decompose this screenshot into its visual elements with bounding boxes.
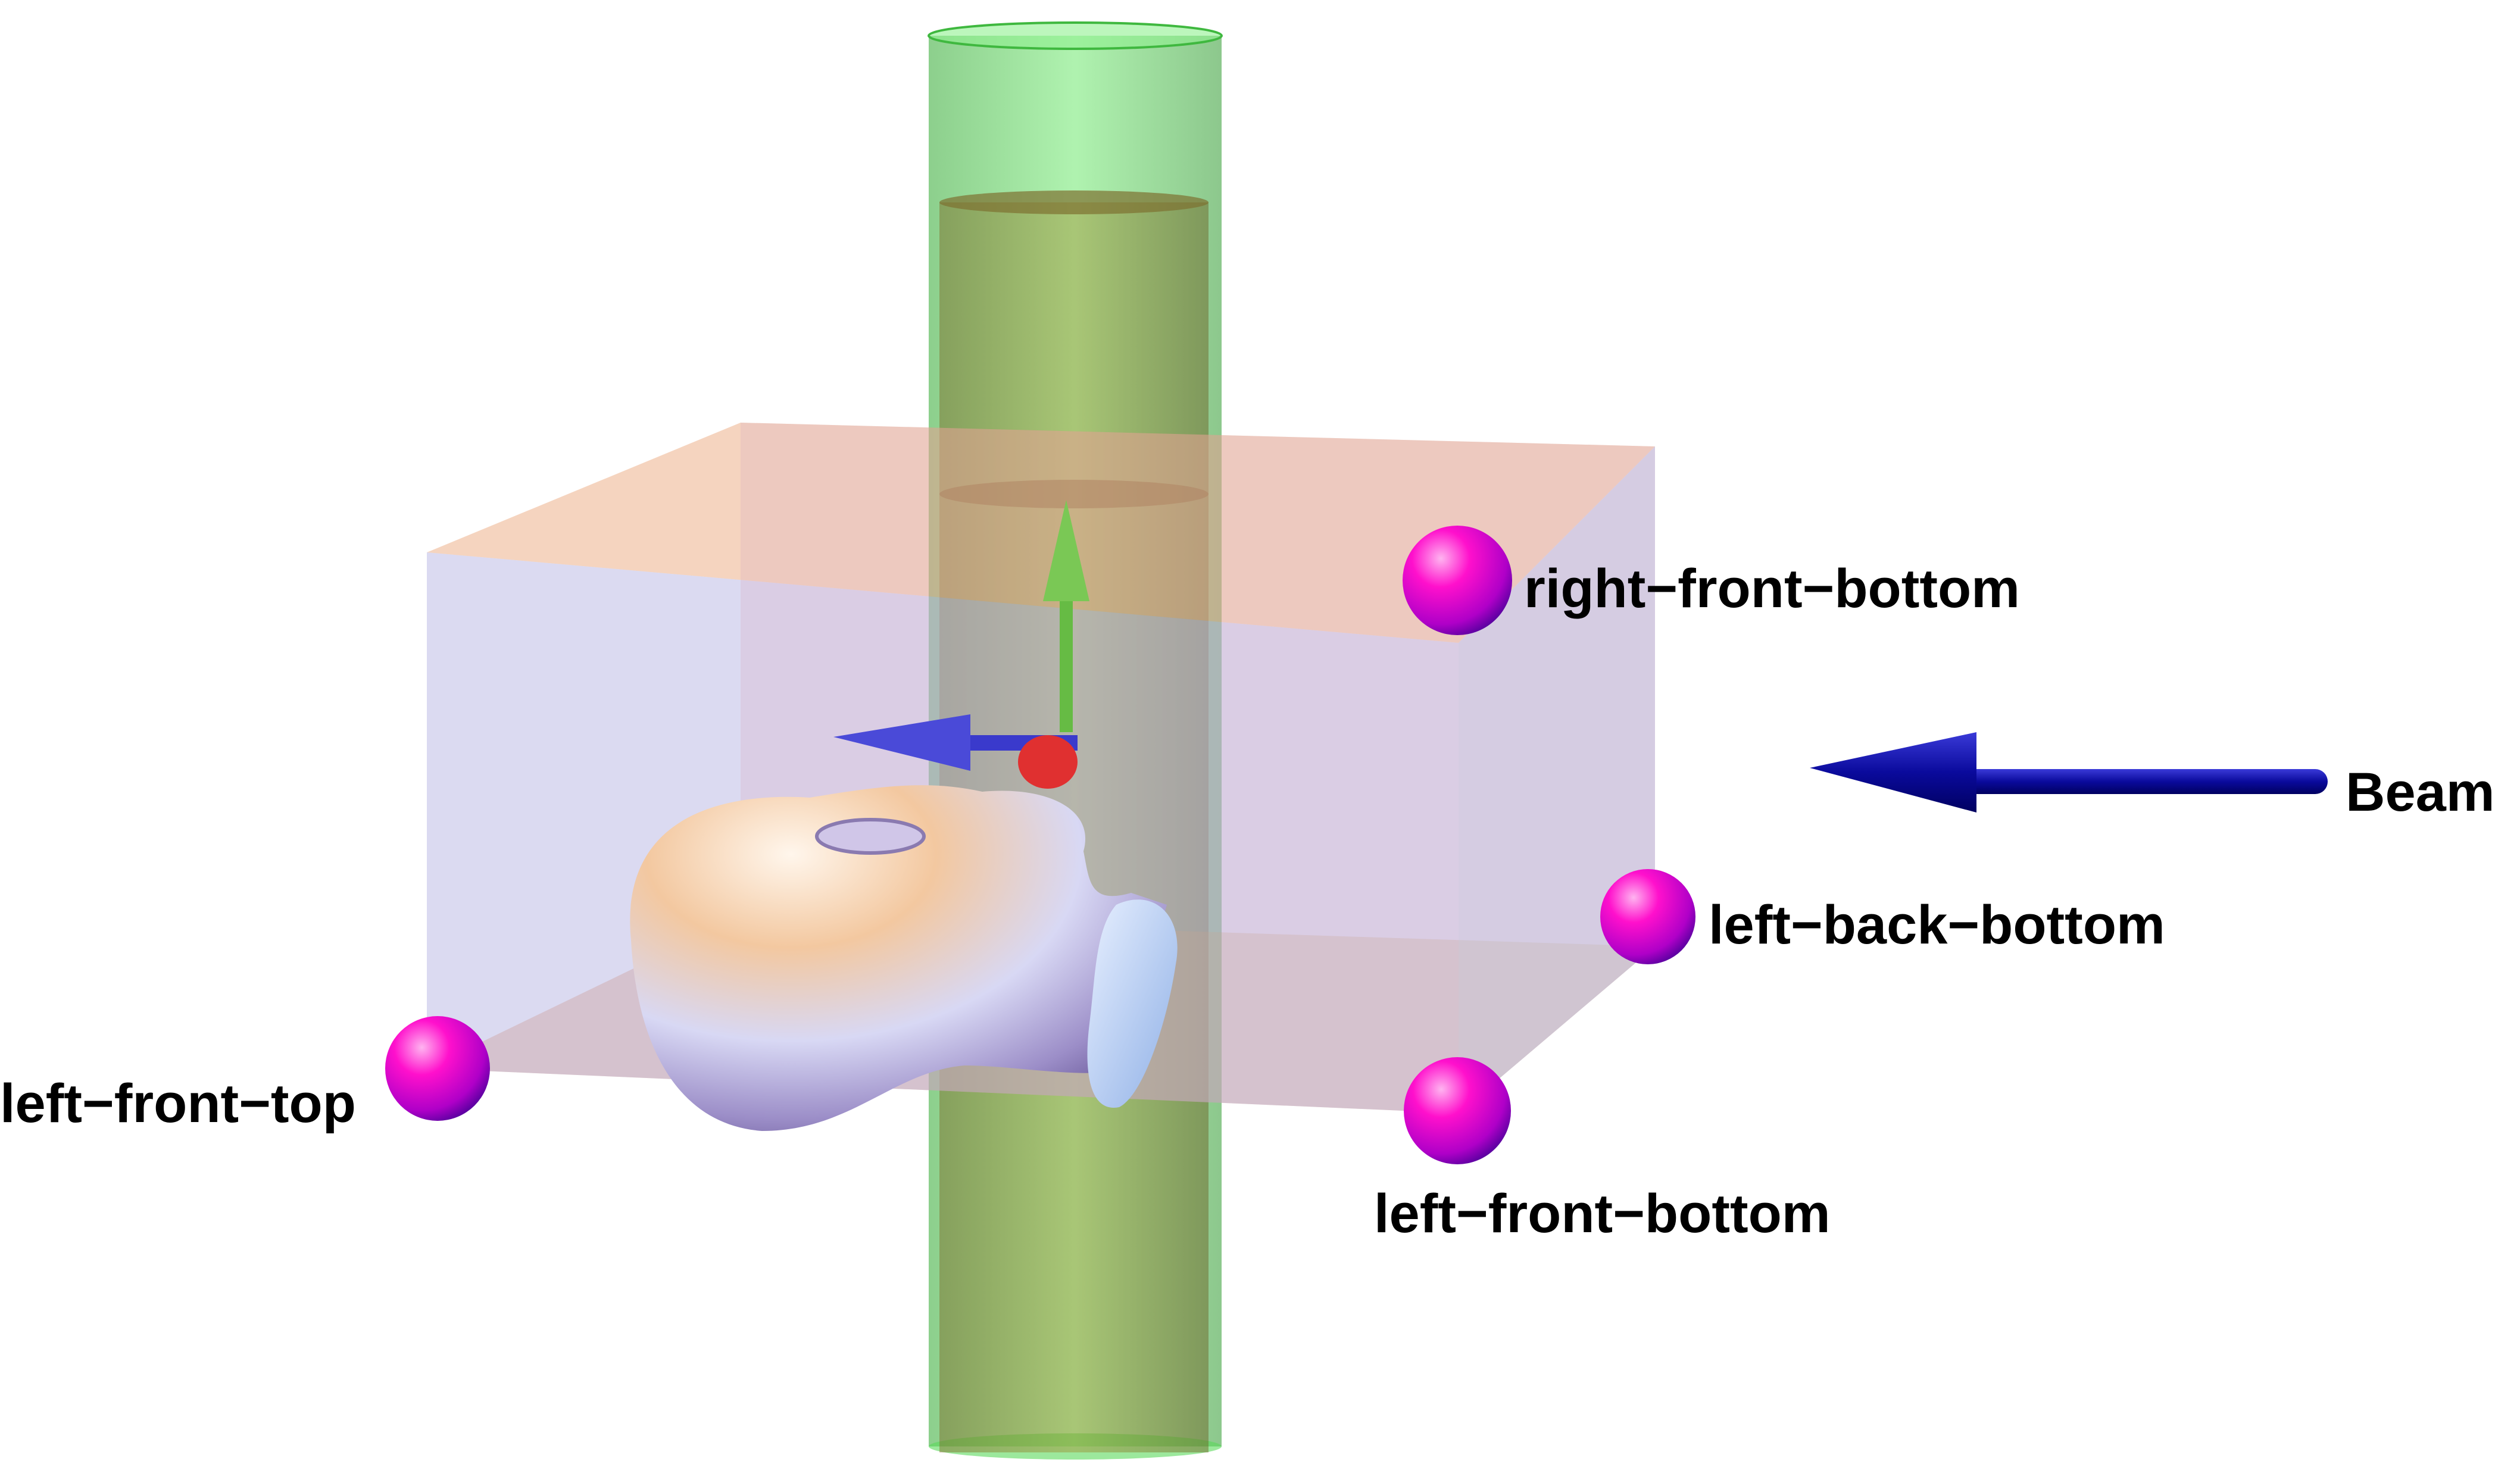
marker-left-front-bottom bbox=[1404, 1057, 1511, 1164]
label-left-back-bottom: left−back−bottom bbox=[1709, 895, 2165, 955]
marker-right-front-bottom bbox=[1403, 526, 1512, 635]
label-right-front-bottom: right−front−bottom bbox=[1524, 558, 2020, 619]
sphere-marker-icon bbox=[385, 1016, 490, 1121]
marker-left-back-bottom bbox=[1600, 869, 1695, 964]
label-left-front-top: left−front−top bbox=[0, 1073, 356, 1134]
sphere-marker-icon bbox=[1403, 526, 1512, 635]
sphere-marker-icon bbox=[1600, 869, 1695, 964]
marker-left-front-top bbox=[385, 1016, 490, 1121]
beam-arrow-icon bbox=[1810, 732, 2328, 813]
sphere-marker-icon bbox=[1404, 1057, 1511, 1164]
head-model-icon bbox=[630, 785, 1178, 1131]
label-left-front-bottom: left−front−bottom bbox=[1374, 1183, 1831, 1244]
label-beam: Beam bbox=[2346, 762, 2495, 823]
coordinate-axes-icon bbox=[833, 500, 1089, 789]
